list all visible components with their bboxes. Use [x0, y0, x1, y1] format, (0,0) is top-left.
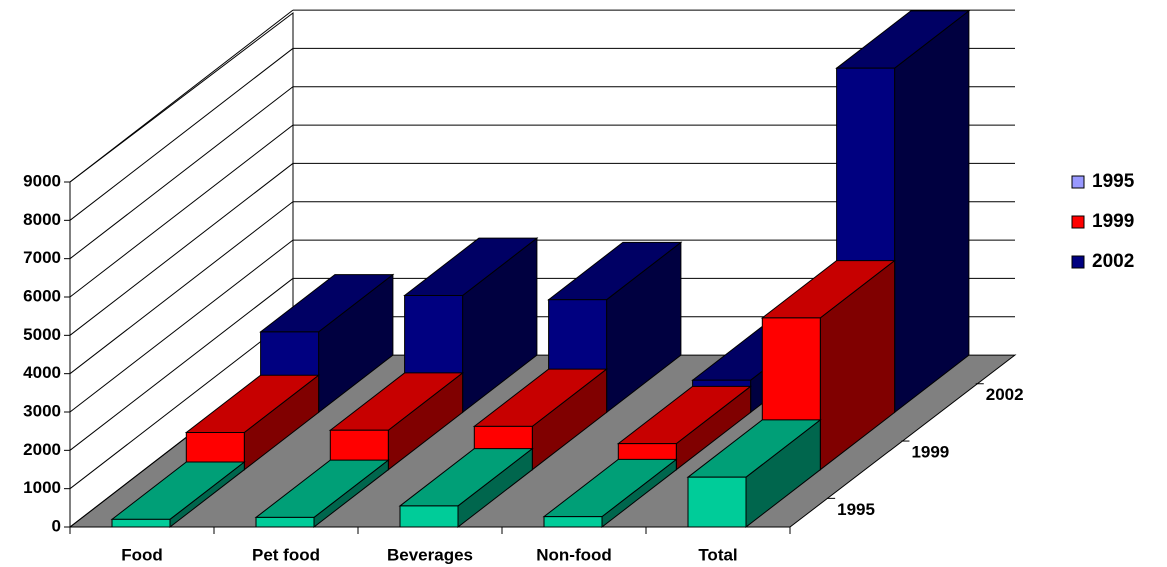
legend-label: 1995 — [1092, 171, 1135, 192]
legend-swatch — [1071, 255, 1085, 269]
grid-line — [69, 163, 294, 336]
bar — [398, 447, 534, 529]
bar — [547, 241, 683, 414]
y-tick-label: 5000 — [23, 325, 61, 344]
y-tick-label: 7000 — [23, 248, 61, 267]
grid-line — [69, 48, 294, 221]
bar — [403, 237, 539, 414]
depth-label: 1995 — [837, 500, 875, 519]
x-tick-label: Total — [698, 545, 737, 564]
x-tick-label: Non-food — [536, 545, 612, 564]
bar-side — [894, 9, 970, 414]
bar-front — [111, 518, 171, 528]
grid-line — [69, 239, 294, 413]
legend-swatch — [1071, 215, 1085, 229]
y-tick-label: 4000 — [23, 363, 61, 382]
legend-label: 2002 — [1092, 251, 1134, 272]
y-tick-label: 8000 — [23, 210, 61, 229]
grid-line — [69, 124, 294, 298]
y-tick-label: 3000 — [23, 401, 61, 420]
depth-label: 1999 — [911, 443, 949, 462]
grid-line — [69, 9, 294, 183]
y-tick-label: 2000 — [23, 440, 61, 459]
bar — [686, 418, 822, 529]
legend-label: 1999 — [1092, 211, 1134, 232]
bar — [542, 458, 678, 529]
bar — [184, 374, 321, 471]
grid-line — [69, 201, 294, 375]
y-tick-label: 0 — [52, 516, 61, 535]
y-tick-label: 1000 — [23, 478, 61, 497]
bar — [254, 459, 390, 529]
x-tick-label: Food — [121, 545, 163, 564]
bar — [328, 371, 465, 471]
grid-line — [69, 278, 294, 451]
bar — [110, 461, 246, 529]
legend-swatch — [1071, 175, 1085, 189]
y-tick-label: 6000 — [23, 286, 61, 305]
bar-front — [255, 516, 315, 528]
grid-line — [69, 316, 294, 490]
x-tick-label: Pet food — [252, 545, 320, 564]
bar-front — [399, 505, 459, 528]
x-tick-label: Beverages — [387, 545, 473, 564]
grid-line — [69, 86, 294, 260]
bar-front — [543, 516, 603, 528]
bar-front — [687, 476, 747, 528]
depth-label: 2002 — [986, 385, 1024, 404]
y-tick-label: 9000 — [23, 171, 61, 190]
